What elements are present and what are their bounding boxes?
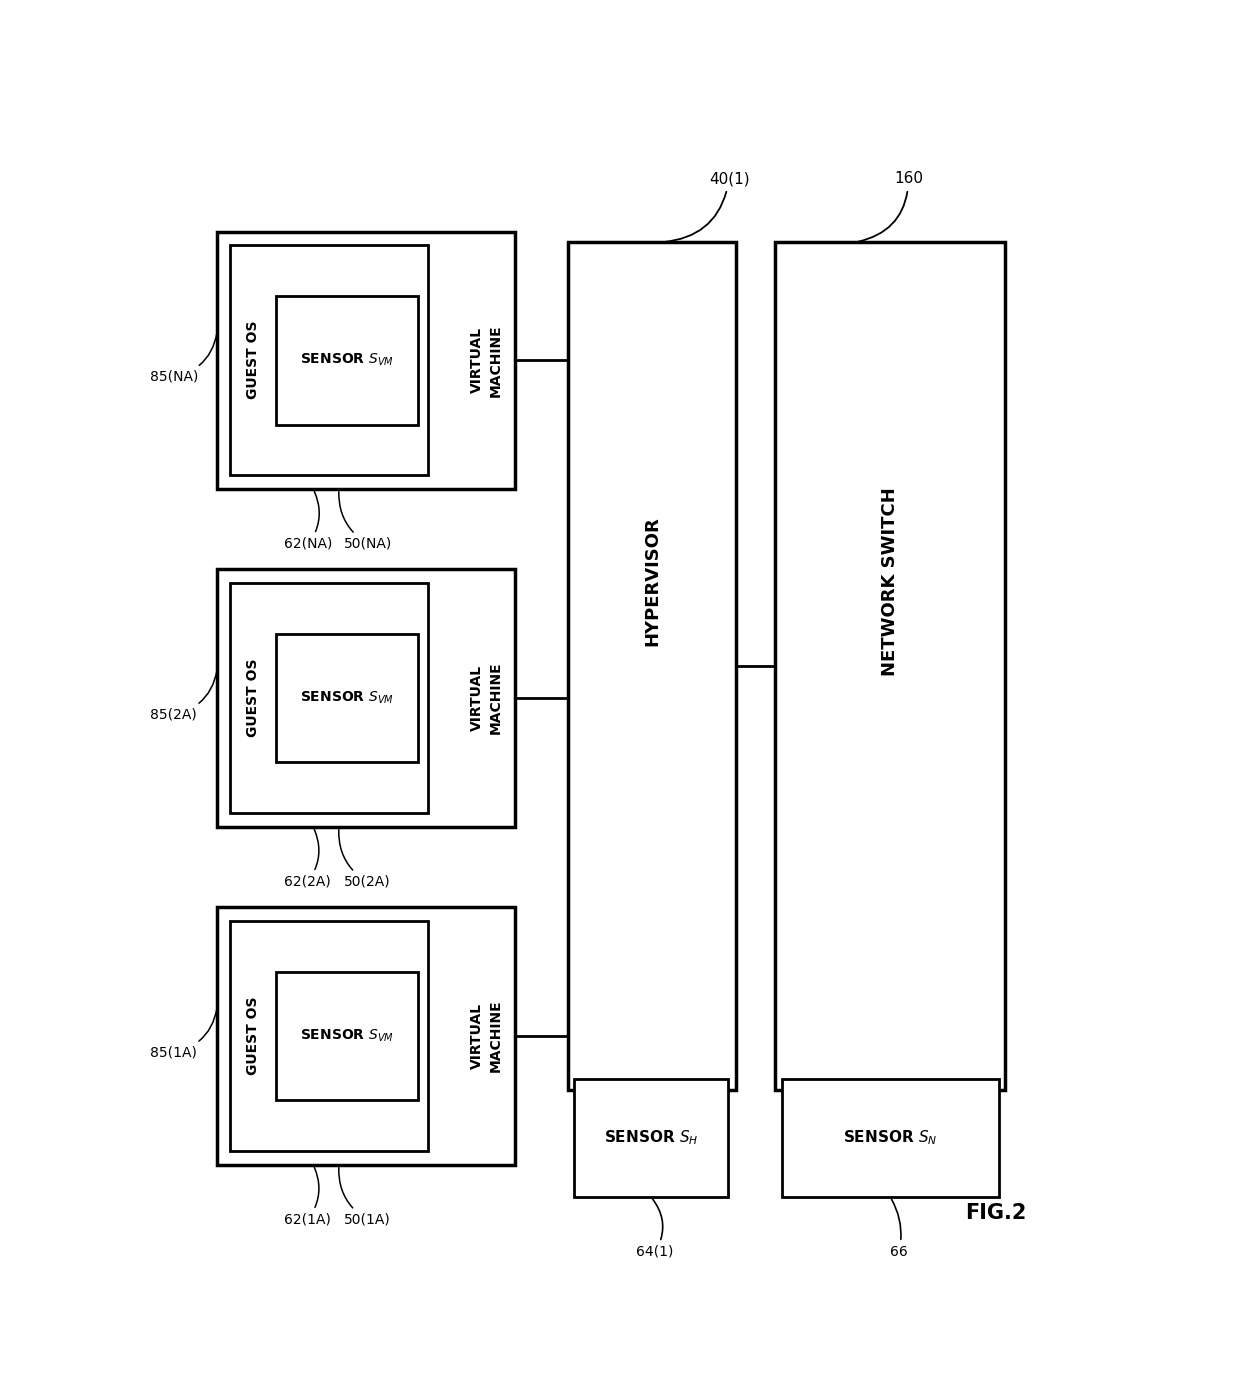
Text: 85(1A): 85(1A): [150, 1007, 217, 1060]
Text: NETWORK SWITCH: NETWORK SWITCH: [882, 486, 899, 676]
Bar: [277, 634, 418, 762]
Bar: [277, 972, 418, 1100]
Text: HYPERVISOR: HYPERVISOR: [644, 517, 661, 646]
Text: VIRTUAL
MACHINE: VIRTUAL MACHINE: [470, 325, 502, 397]
Text: 62(1A): 62(1A): [284, 1167, 331, 1227]
Text: VIRTUAL
MACHINE: VIRTUAL MACHINE: [470, 662, 502, 734]
Bar: [229, 245, 428, 475]
Text: 50(2A): 50(2A): [339, 830, 391, 889]
Text: 62(NA): 62(NA): [284, 492, 332, 552]
Text: SENSOR $S_{VM}$: SENSOR $S_{VM}$: [300, 352, 394, 368]
Text: 66: 66: [890, 1199, 908, 1259]
Text: SENSOR $S_H$: SENSOR $S_H$: [604, 1128, 698, 1148]
Bar: [217, 231, 516, 489]
Text: SENSOR $S_N$: SENSOR $S_N$: [843, 1128, 937, 1148]
Bar: [781, 1078, 998, 1197]
Bar: [574, 1078, 728, 1197]
Bar: [217, 570, 516, 827]
Bar: [217, 907, 516, 1165]
Text: 40(1): 40(1): [663, 171, 749, 242]
Text: SENSOR $S_{VM}$: SENSOR $S_{VM}$: [300, 690, 394, 706]
Text: GUEST OS: GUEST OS: [246, 659, 260, 737]
Text: 64(1): 64(1): [636, 1199, 673, 1259]
Bar: [568, 242, 737, 1089]
Text: GUEST OS: GUEST OS: [246, 320, 260, 400]
Text: 50(NA): 50(NA): [339, 492, 392, 552]
Text: VIRTUAL
MACHINE: VIRTUAL MACHINE: [470, 1000, 502, 1073]
Bar: [229, 921, 428, 1151]
Text: SENSOR $S_{VM}$: SENSOR $S_{VM}$: [300, 1028, 394, 1045]
Text: 62(2A): 62(2A): [284, 829, 331, 889]
Text: 160: 160: [858, 171, 923, 241]
Text: 50(1A): 50(1A): [339, 1167, 391, 1227]
Bar: [277, 295, 418, 425]
Text: FIG.2: FIG.2: [965, 1204, 1027, 1223]
Bar: [775, 242, 1006, 1089]
Text: 85(2A): 85(2A): [150, 670, 217, 722]
Text: 85(NA): 85(NA): [150, 332, 217, 384]
Bar: [229, 584, 428, 814]
Text: GUEST OS: GUEST OS: [246, 997, 260, 1075]
